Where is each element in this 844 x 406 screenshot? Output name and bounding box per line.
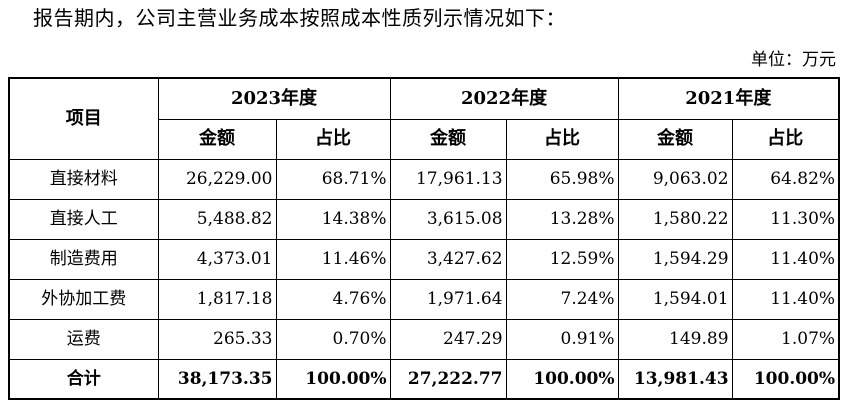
ratio-cell: 7.24% bbox=[505, 278, 619, 320]
ratio-cell: 11.30% bbox=[731, 198, 840, 240]
total-amount-cell: 27,222.77 bbox=[389, 358, 507, 400]
table-row: 直接材料 26,229.00 68.71% 17,961.13 65.98% 9… bbox=[8, 158, 840, 200]
ratio-cell: 68.71% bbox=[275, 158, 391, 200]
ratio-cell: 4.76% bbox=[275, 278, 391, 320]
ratio-cell: 12.59% bbox=[505, 238, 619, 280]
row-label: 运费 bbox=[8, 318, 159, 360]
row-label: 制造费用 bbox=[8, 238, 159, 280]
ratio-header: 占比 bbox=[731, 118, 840, 160]
total-ratio-cell: 100.00% bbox=[275, 358, 391, 400]
amount-cell: 1,817.18 bbox=[157, 278, 277, 320]
ratio-cell: 1.07% bbox=[731, 318, 840, 360]
table-row: 外协加工费 1,817.18 4.76% 1,971.64 7.24% 1,59… bbox=[8, 278, 840, 320]
amount-cell: 265.33 bbox=[157, 318, 277, 360]
ratio-header: 占比 bbox=[275, 118, 391, 160]
amount-cell: 1,971.64 bbox=[389, 278, 507, 320]
amount-header: 金额 bbox=[617, 118, 733, 160]
total-label: 合计 bbox=[8, 358, 159, 400]
intro-paragraph: 报告期内，公司主营业务成本按照成本性质列示情况如下： bbox=[33, 6, 566, 30]
ratio-cell: 14.38% bbox=[275, 198, 391, 240]
amount-cell: 4,373.01 bbox=[157, 238, 277, 280]
row-label: 直接人工 bbox=[8, 198, 159, 240]
ratio-header: 占比 bbox=[505, 118, 619, 160]
table-row: 运费 265.33 0.70% 247.29 0.91% 149.89 1.07… bbox=[8, 318, 840, 360]
total-amount-cell: 38,173.35 bbox=[157, 358, 277, 400]
cost-composition-table: 项目 2023年度 2022年度 2021年度 金额 占比 金额 占比 金额 占… bbox=[8, 77, 841, 400]
amount-header: 金额 bbox=[157, 118, 277, 160]
ratio-cell: 64.82% bbox=[731, 158, 840, 200]
amount-cell: 9,063.02 bbox=[617, 158, 733, 200]
row-label: 外协加工费 bbox=[8, 278, 159, 320]
amount-cell: 1,594.01 bbox=[617, 278, 733, 320]
amount-cell: 17,961.13 bbox=[389, 158, 507, 200]
amount-cell: 3,615.08 bbox=[389, 198, 507, 240]
amount-cell: 26,229.00 bbox=[157, 158, 277, 200]
unit-label: 单位：万元 bbox=[751, 50, 836, 70]
year-header-2021: 2021年度 bbox=[617, 77, 840, 120]
ratio-cell: 11.40% bbox=[731, 238, 840, 280]
total-ratio-cell: 100.00% bbox=[505, 358, 619, 400]
subheader-row: 金额 占比 金额 占比 金额 占比 bbox=[9, 118, 840, 160]
amount-cell: 5,488.82 bbox=[157, 198, 277, 240]
amount-cell: 1,580.22 bbox=[617, 198, 733, 240]
total-amount-cell: 13,981.43 bbox=[617, 358, 733, 400]
table-row: 直接人工 5,488.82 14.38% 3,615.08 13.28% 1,5… bbox=[8, 198, 840, 240]
amount-cell: 149.89 bbox=[617, 318, 733, 360]
total-row: 合计 38,173.35 100.00% 27,222.77 100.00% 1… bbox=[8, 358, 840, 400]
ratio-cell: 11.40% bbox=[731, 278, 840, 320]
item-header: 项目 bbox=[8, 77, 159, 160]
amount-header: 金额 bbox=[389, 118, 507, 160]
year-header-2022: 2022年度 bbox=[389, 77, 619, 120]
year-header-2023: 2023年度 bbox=[157, 77, 391, 120]
amount-cell: 1,594.29 bbox=[617, 238, 733, 280]
ratio-cell: 0.91% bbox=[505, 318, 619, 360]
ratio-cell: 13.28% bbox=[505, 198, 619, 240]
total-ratio-cell: 100.00% bbox=[731, 358, 840, 400]
amount-cell: 247.29 bbox=[389, 318, 507, 360]
year-header-row: 项目 2023年度 2022年度 2021年度 bbox=[8, 77, 840, 160]
row-label: 直接材料 bbox=[8, 158, 159, 200]
amount-cell: 3,427.62 bbox=[389, 238, 507, 280]
ratio-cell: 11.46% bbox=[275, 238, 391, 280]
ratio-cell: 0.70% bbox=[275, 318, 391, 360]
ratio-cell: 65.98% bbox=[505, 158, 619, 200]
table-row: 制造费用 4,373.01 11.46% 3,427.62 12.59% 1,5… bbox=[8, 238, 840, 280]
